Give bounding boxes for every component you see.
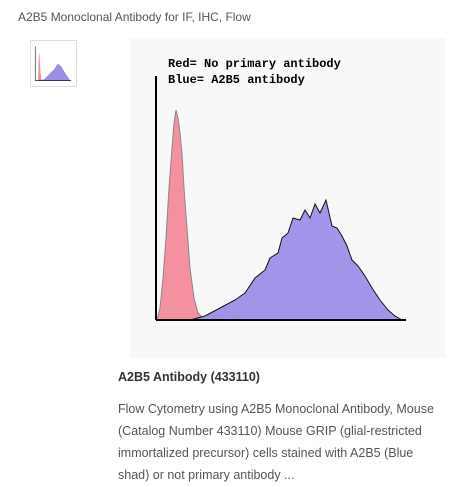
description-line: (Catalog Number 433110) Mouse GRIP (glia… <box>118 424 422 438</box>
legend-line: Red= No primary antibody <box>168 57 341 71</box>
histogram-image: Red= No primary antibody Blue= A2B5 anti… <box>130 38 445 358</box>
description-line: shad) or not primary antibody ... <box>118 468 295 482</box>
description-line: immortalized precursor) cells stained wi… <box>118 446 414 460</box>
legend-line: Blue= A2B5 antibody <box>168 73 305 87</box>
page-title: A2B5 Monoclonal Antibody for IF, IHC, Fl… <box>18 10 251 24</box>
thumbnail[interactable] <box>30 40 77 87</box>
caption-title[interactable]: A2B5 Antibody (433110) <box>118 370 260 384</box>
description-line: Flow Cytometry using A2B5 Monoclonal Ant… <box>118 402 434 416</box>
